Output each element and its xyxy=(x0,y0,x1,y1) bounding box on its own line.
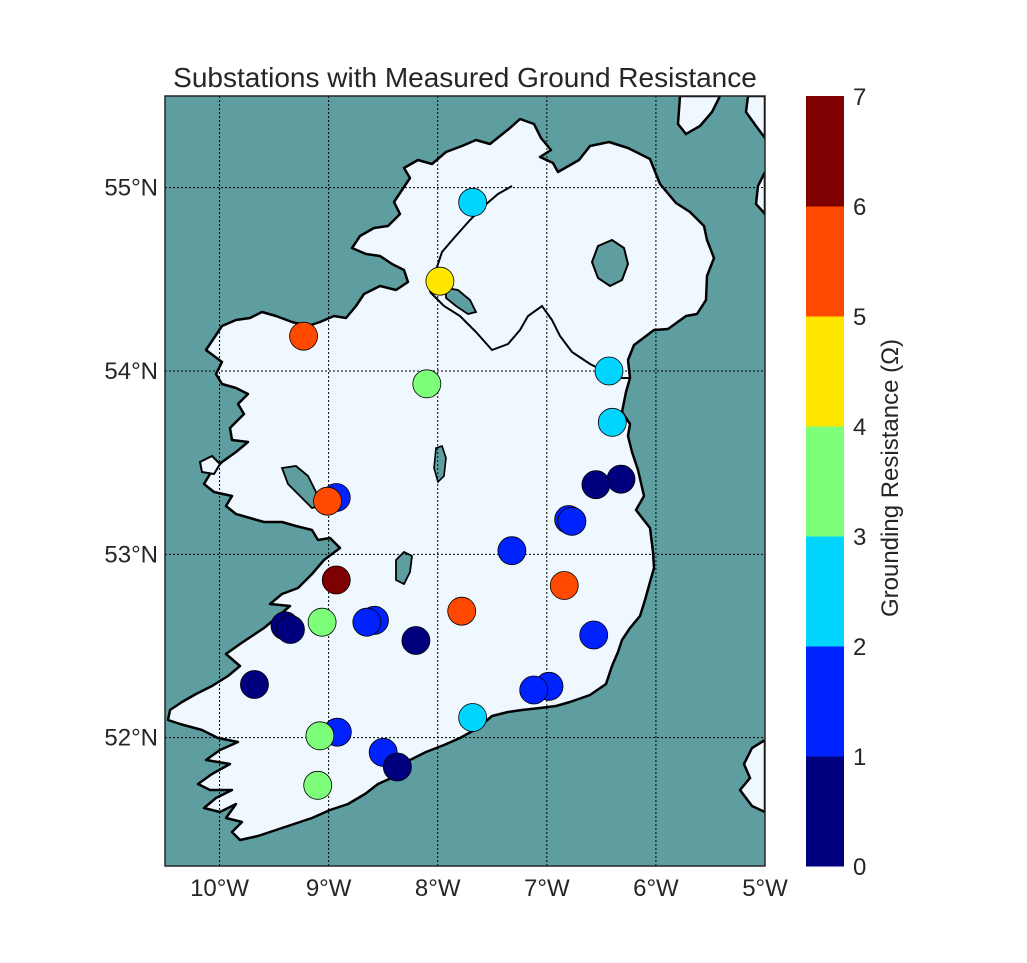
substation-marker xyxy=(321,565,351,595)
lat-tick-label: 55°N xyxy=(104,175,158,202)
colorbar-segment xyxy=(806,426,844,537)
colorbar xyxy=(806,96,844,867)
colorbar-tick-label: 1 xyxy=(853,744,866,771)
colorbar-tick-label: 2 xyxy=(853,634,866,661)
lon-tick-label: 8°W xyxy=(415,875,461,902)
wales-coast xyxy=(738,738,765,814)
lough-ree xyxy=(433,444,447,484)
border-line xyxy=(429,185,513,293)
colorbar-tick-label: 3 xyxy=(853,524,866,551)
lon-tick-label: 5°W xyxy=(742,875,788,902)
colorbar-tick-label: 7 xyxy=(853,84,866,111)
substation-marker xyxy=(305,721,335,751)
substation-marker xyxy=(447,596,477,626)
colorbar-segment xyxy=(806,756,844,867)
lon-tick-label: 10°W xyxy=(190,875,249,902)
substation-marker xyxy=(579,620,609,650)
colorbar-segment xyxy=(806,206,844,317)
colorbar-ticks: 0 1 2 3 4 5 6 7 xyxy=(853,84,866,881)
colorbar-label: Grounding Resistance (Ω) xyxy=(877,339,904,617)
latitude-labels: 55°N 54°N 53°N 52°N xyxy=(104,175,158,752)
lon-tick-label: 9°W xyxy=(306,875,352,902)
substation-markers xyxy=(240,187,636,800)
lough-neagh xyxy=(590,238,630,288)
colorbar-tick-label: 0 xyxy=(853,854,866,881)
longitude-labels: 10°W 9°W 8°W 7°W 6°W 5°W xyxy=(190,875,788,902)
colorbar-segment xyxy=(806,96,844,207)
substation-marker xyxy=(412,369,442,399)
gridlines xyxy=(165,96,765,866)
substation-marker xyxy=(519,675,549,705)
lat-tick-label: 54°N xyxy=(104,358,158,385)
colorbar-tick-label: 4 xyxy=(853,414,866,441)
substation-marker xyxy=(313,486,342,516)
map-title: Substations with Measured Ground Resista… xyxy=(173,62,757,93)
substation-marker xyxy=(594,356,624,386)
substation-marker xyxy=(549,571,579,600)
substation-marker xyxy=(352,607,382,637)
substation-marker xyxy=(425,266,455,296)
colorbar-tick-label: 5 xyxy=(853,304,866,331)
substation-marker xyxy=(382,752,412,782)
substation-marker xyxy=(307,607,337,637)
scotland-coast xyxy=(676,96,722,136)
lon-tick-label: 7°W xyxy=(524,875,570,902)
scotland-coast xyxy=(744,96,765,141)
lat-tick-label: 52°N xyxy=(104,725,158,752)
substation-marker xyxy=(597,407,627,437)
substation-marker xyxy=(581,470,611,500)
substation-marker xyxy=(458,187,488,217)
land-layer xyxy=(166,96,765,842)
colorbar-tick-label: 6 xyxy=(853,194,866,221)
scotland-coast xyxy=(754,171,765,216)
substation-marker xyxy=(497,536,527,566)
substation-marker xyxy=(557,506,587,536)
lat-tick-label: 53°N xyxy=(104,541,158,568)
island-achill xyxy=(198,454,222,476)
substation-marker xyxy=(458,703,488,732)
colorbar-segment xyxy=(806,646,844,757)
substation-marker xyxy=(606,464,636,494)
substation-marker xyxy=(240,670,269,699)
colorbar-segment xyxy=(806,536,844,647)
map-frame xyxy=(164,95,766,867)
lough-erne xyxy=(445,286,478,315)
substation-marker xyxy=(276,615,305,644)
substation-marker xyxy=(303,770,333,800)
lon-tick-label: 6°W xyxy=(633,875,679,902)
substation-marker xyxy=(289,321,318,351)
colorbar-segment xyxy=(806,316,844,427)
lough-derg xyxy=(395,550,413,586)
substation-marker xyxy=(401,626,431,655)
